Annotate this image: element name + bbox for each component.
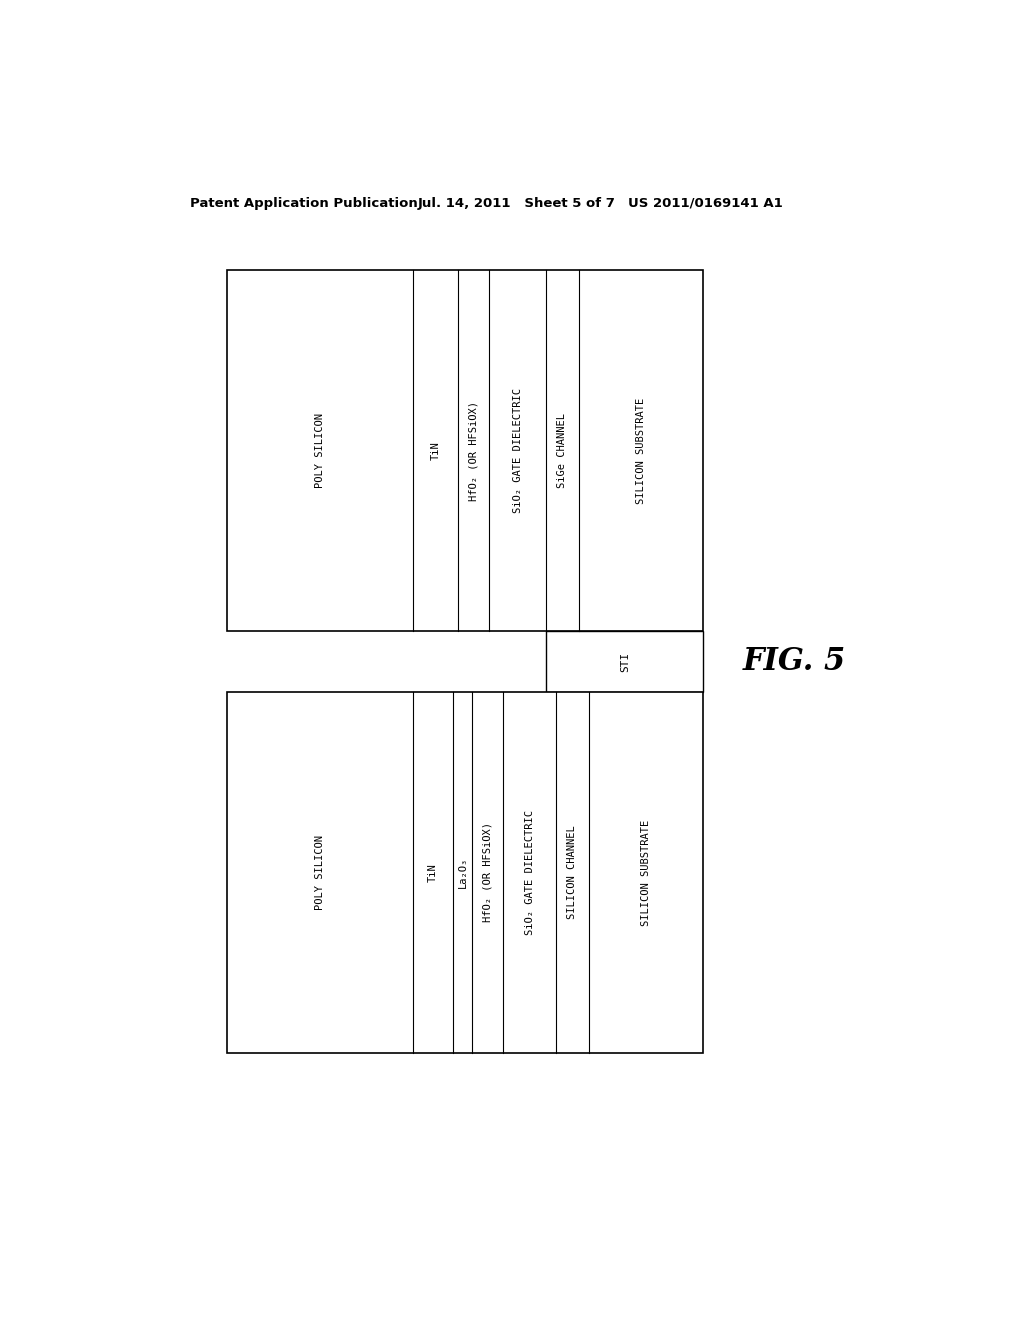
Text: Jul. 14, 2011   Sheet 5 of 7: Jul. 14, 2011 Sheet 5 of 7 [418,197,615,210]
Text: Patent Application Publication: Patent Application Publication [189,197,418,210]
Text: SILICON SUBSTRATE: SILICON SUBSTRATE [636,397,646,504]
Text: STI: STI [620,651,630,672]
Bar [546,631,703,692]
Text: TiN: TiN [430,441,440,459]
Text: La₂O₃: La₂O₃ [458,857,468,888]
Text: FIG. 5: FIG. 5 [743,645,846,677]
Text: SILICON CHANNEL: SILICON CHANNEL [567,825,578,919]
Text: TiN: TiN [428,863,438,882]
Text: HfO₂ (OR HFSiOX): HfO₂ (OR HFSiOX) [469,400,478,500]
Text: SiGe CHANNEL: SiGe CHANNEL [557,413,567,488]
Text: US 2011/0169141 A1: US 2011/0169141 A1 [628,197,782,210]
Text: SILICON SUBSTRATE: SILICON SUBSTRATE [641,820,651,925]
Text: SiO₂ GATE DIELECTRIC: SiO₂ GATE DIELECTRIC [524,810,535,935]
Bar [227,692,703,1053]
Text: POLY SILICON: POLY SILICON [315,836,325,909]
Bar [227,271,703,631]
Text: SiO₂ GATE DIELECTRIC: SiO₂ GATE DIELECTRIC [513,388,522,513]
Text: POLY SILICON: POLY SILICON [315,413,325,488]
Text: HfO₂ (OR HFSiOX): HfO₂ (OR HFSiOX) [483,822,493,923]
